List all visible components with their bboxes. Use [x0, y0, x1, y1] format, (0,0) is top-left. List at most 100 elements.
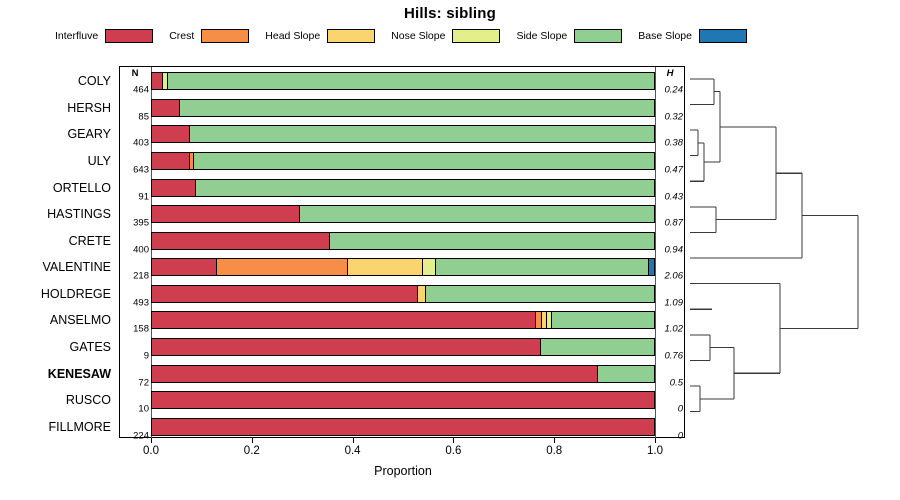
- h-value: 2.06: [664, 270, 684, 282]
- legend-entry: Side Slope: [516, 29, 623, 43]
- n-value: 158: [133, 323, 149, 335]
- h-value: 0: [677, 430, 683, 442]
- bar-segment: [189, 126, 654, 143]
- bar-segment: [152, 232, 331, 249]
- stacked-bar: [151, 417, 655, 436]
- n-value: 464: [133, 84, 149, 96]
- bar-segment: [547, 312, 553, 329]
- h-value: 0.87: [664, 217, 684, 229]
- stacked-bar: [151, 152, 655, 170]
- bar-segment: [597, 365, 654, 382]
- bar-segment: [435, 259, 649, 276]
- bar-segment: [423, 259, 436, 276]
- n-value: 85: [138, 111, 149, 123]
- n-value: 10: [138, 403, 149, 415]
- chart-legend: Interfluve Crest Head Slope Nose Slope Side …: [55, 27, 755, 45]
- legend-swatch: [574, 29, 623, 43]
- plot-area: [119, 66, 685, 439]
- bar-segment: [189, 153, 194, 169]
- stacked-bar: [151, 258, 655, 277]
- h-value: 0.24: [664, 84, 684, 96]
- category-label: ANSELMO: [49, 313, 111, 328]
- h-value: 0.94: [664, 244, 684, 256]
- n-value: 403: [133, 137, 149, 149]
- x-axis-tick: [151, 438, 152, 443]
- h-column-header: H: [666, 68, 674, 79]
- bar-segment: [152, 285, 419, 302]
- category-label: COLY: [77, 74, 111, 89]
- legend-entry: Crest: [169, 29, 250, 43]
- n-value: 643: [133, 164, 149, 176]
- h-value: 1.02: [664, 323, 684, 335]
- x-axis-tick-label: 1.0: [647, 445, 663, 457]
- dendrogram: [690, 66, 898, 438]
- n-column-header: N: [131, 68, 139, 79]
- x-axis-tick-label: 0.0: [143, 445, 159, 457]
- bar-segment: [300, 206, 654, 223]
- bar-segment: [347, 259, 424, 276]
- legend-label: Interfluve: [55, 30, 99, 42]
- stacked-bar: [151, 338, 655, 356]
- n-value: 395: [133, 217, 149, 229]
- bar-segment: [152, 126, 190, 143]
- legend-label: Side Slope: [516, 30, 568, 42]
- stacked-bar: [151, 178, 655, 197]
- x-axis-tick: [655, 438, 656, 443]
- legend-entry: Nose Slope: [391, 29, 501, 43]
- bar-segment: [152, 365, 598, 382]
- category-label: FILLMORE: [48, 419, 111, 434]
- category-label: ORTELLO: [52, 180, 111, 195]
- n-value: 91: [138, 191, 149, 203]
- legend-swatch: [327, 29, 376, 43]
- stacked-bar: [151, 231, 655, 250]
- bar-segment: [168, 73, 654, 90]
- h-value: 0.47: [664, 164, 684, 176]
- h-value: 0.43: [664, 191, 684, 203]
- h-column-divider: [655, 67, 656, 439]
- legend-label: Base Slope: [638, 30, 692, 42]
- stacked-bar: [151, 364, 655, 383]
- bar-segment: [152, 179, 197, 196]
- category-label: HASTINGS: [47, 207, 111, 222]
- n-count-column: N 464 85 403 643 91 395 400 218 493 158 9 72 10 224: [119, 66, 151, 442]
- bar-segment: [152, 99, 180, 116]
- stacked-bar: [151, 125, 655, 144]
- bar-segment: [152, 73, 164, 90]
- bar-segment: [179, 99, 654, 116]
- bar-segment: [217, 259, 348, 276]
- stacked-bar: [151, 311, 655, 330]
- stacked-bar: [151, 205, 655, 224]
- category-label: GATES: [69, 340, 111, 354]
- legend-entry: Head Slope: [265, 29, 376, 43]
- legend-swatch: [698, 29, 747, 43]
- dendrogram-svg: [690, 78, 859, 413]
- bar-segment: [152, 418, 654, 435]
- bar-segment: [536, 312, 543, 329]
- category-label: HOLDREGE: [40, 286, 111, 301]
- stacked-bar: [151, 391, 655, 410]
- stacked-bar: [151, 72, 655, 91]
- legend-label: Nose Slope: [391, 30, 446, 42]
- legend-swatch: [452, 29, 501, 43]
- x-axis: 0.0 0.2 0.4 0.6 0.8 1.0: [143, 438, 663, 478]
- category-axis-labels: COLY HERSH GEARY ULY ORTELLO HASTINGS CRETE VAL…: [0, 66, 117, 438]
- n-value: 400: [133, 244, 149, 256]
- x-axis-tick-label: 0.6: [445, 445, 462, 457]
- category-label: HERSH: [67, 100, 111, 115]
- h-value: 1.09: [664, 297, 684, 309]
- n-value: 493: [133, 297, 149, 309]
- bar-segment: [152, 206, 301, 223]
- x-axis-tick-label: 0.4: [344, 445, 361, 457]
- bar-segment: [152, 339, 542, 355]
- n-value: 224: [133, 430, 149, 442]
- n-value: 72: [138, 377, 149, 389]
- category-label: CRETE: [68, 233, 111, 248]
- n-column-divider: [151, 67, 152, 439]
- bar-segment: [152, 153, 190, 169]
- h-value: 0.76: [664, 350, 684, 362]
- x-axis-tick: [554, 438, 556, 443]
- category-label: GEARY: [67, 127, 111, 142]
- x-axis-tick: [352, 438, 354, 443]
- x-axis-tick: [251, 438, 253, 443]
- bar-segment: [425, 285, 654, 302]
